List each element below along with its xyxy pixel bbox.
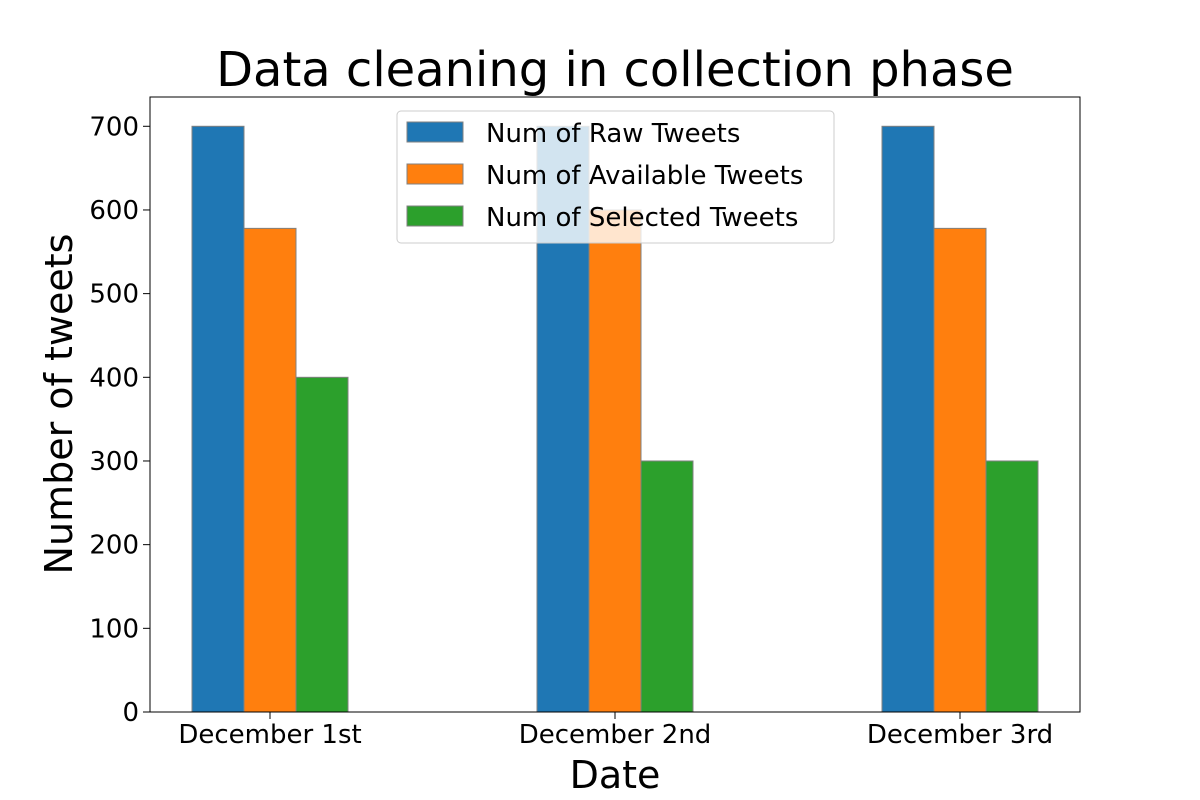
x-axis-label: Date bbox=[570, 753, 661, 797]
bar-2-1 bbox=[243, 227, 297, 713]
x-tick-label: December 2nd bbox=[519, 720, 712, 750]
legend-swatch bbox=[406, 121, 464, 143]
plot-frame bbox=[149, 96, 1081, 713]
legend: Num of Raw Tweets Num of Available Tweets… bbox=[396, 110, 835, 244]
x-tick-label: December 1st bbox=[178, 720, 361, 750]
y-tick-label: 400 bbox=[89, 363, 139, 393]
legend-label: Num of Raw Tweets bbox=[486, 119, 740, 149]
bar-3-1 bbox=[295, 376, 349, 713]
bar-2-3 bbox=[933, 227, 987, 713]
legend-swatch bbox=[406, 163, 464, 185]
bar-3-2 bbox=[640, 460, 694, 713]
legend-swatch bbox=[406, 205, 464, 227]
legend-label: Num of Selected Tweets bbox=[486, 203, 798, 233]
y-tick-label: 0 bbox=[122, 698, 139, 728]
chart-title: Data cleaning in collection phase bbox=[216, 42, 1014, 98]
bar-1-1 bbox=[191, 125, 245, 713]
y-tick-label: 600 bbox=[89, 196, 139, 226]
x-tick-label: December 3rd bbox=[867, 720, 1053, 750]
bar-3-3 bbox=[985, 460, 1039, 713]
legend-label: Num of Available Tweets bbox=[486, 161, 803, 191]
y-tick-label: 200 bbox=[89, 531, 139, 561]
plot-area: December 1st December 2nd December 3rd 0 100… bbox=[89, 96, 1081, 750]
bar-1-3 bbox=[881, 125, 935, 713]
legend-frame bbox=[396, 110, 835, 244]
y-tick-label: 100 bbox=[89, 614, 139, 644]
y-axis-label: Number of tweets bbox=[37, 234, 81, 575]
y-tick-label: 500 bbox=[89, 280, 139, 310]
y-tick-label: 700 bbox=[89, 112, 139, 142]
bar-2-2 bbox=[588, 209, 642, 713]
y-tick-label: 300 bbox=[89, 447, 139, 477]
